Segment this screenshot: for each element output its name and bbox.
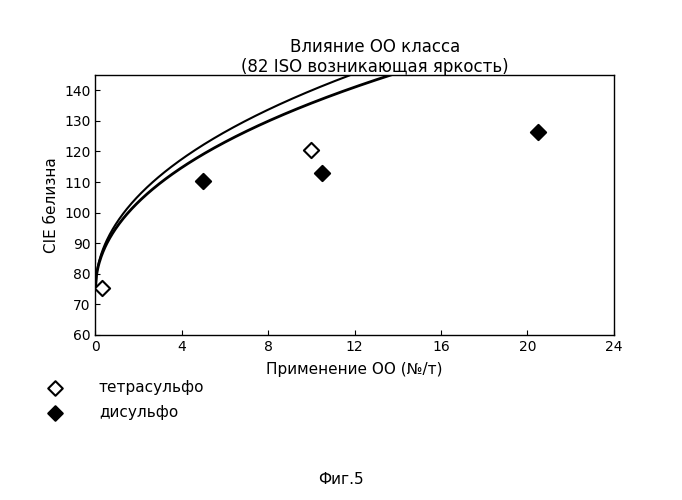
Point (316, 169, 328, 177)
Point (97, 284, 108, 292)
Point (198, 176, 209, 184)
Text: Влияние ОО класса: Влияние ОО класса (290, 38, 460, 56)
Point (49, 384, 60, 392)
Point (49, 408, 60, 416)
X-axis label: Применение ОО (№/т): Применение ОО (№/т) (267, 362, 443, 377)
Point (533, 128, 544, 136)
Text: дисульфо: дисульфо (99, 405, 178, 420)
Y-axis label: CIE белизна: CIE белизна (44, 157, 59, 253)
Text: тетрасульфо: тетрасульфо (99, 380, 205, 395)
Text: Фиг.5: Фиг.5 (318, 472, 364, 488)
Point (306, 146, 317, 154)
Text: (82 ISO возникающая яркость): (82 ISO возникающая яркость) (241, 58, 509, 76)
